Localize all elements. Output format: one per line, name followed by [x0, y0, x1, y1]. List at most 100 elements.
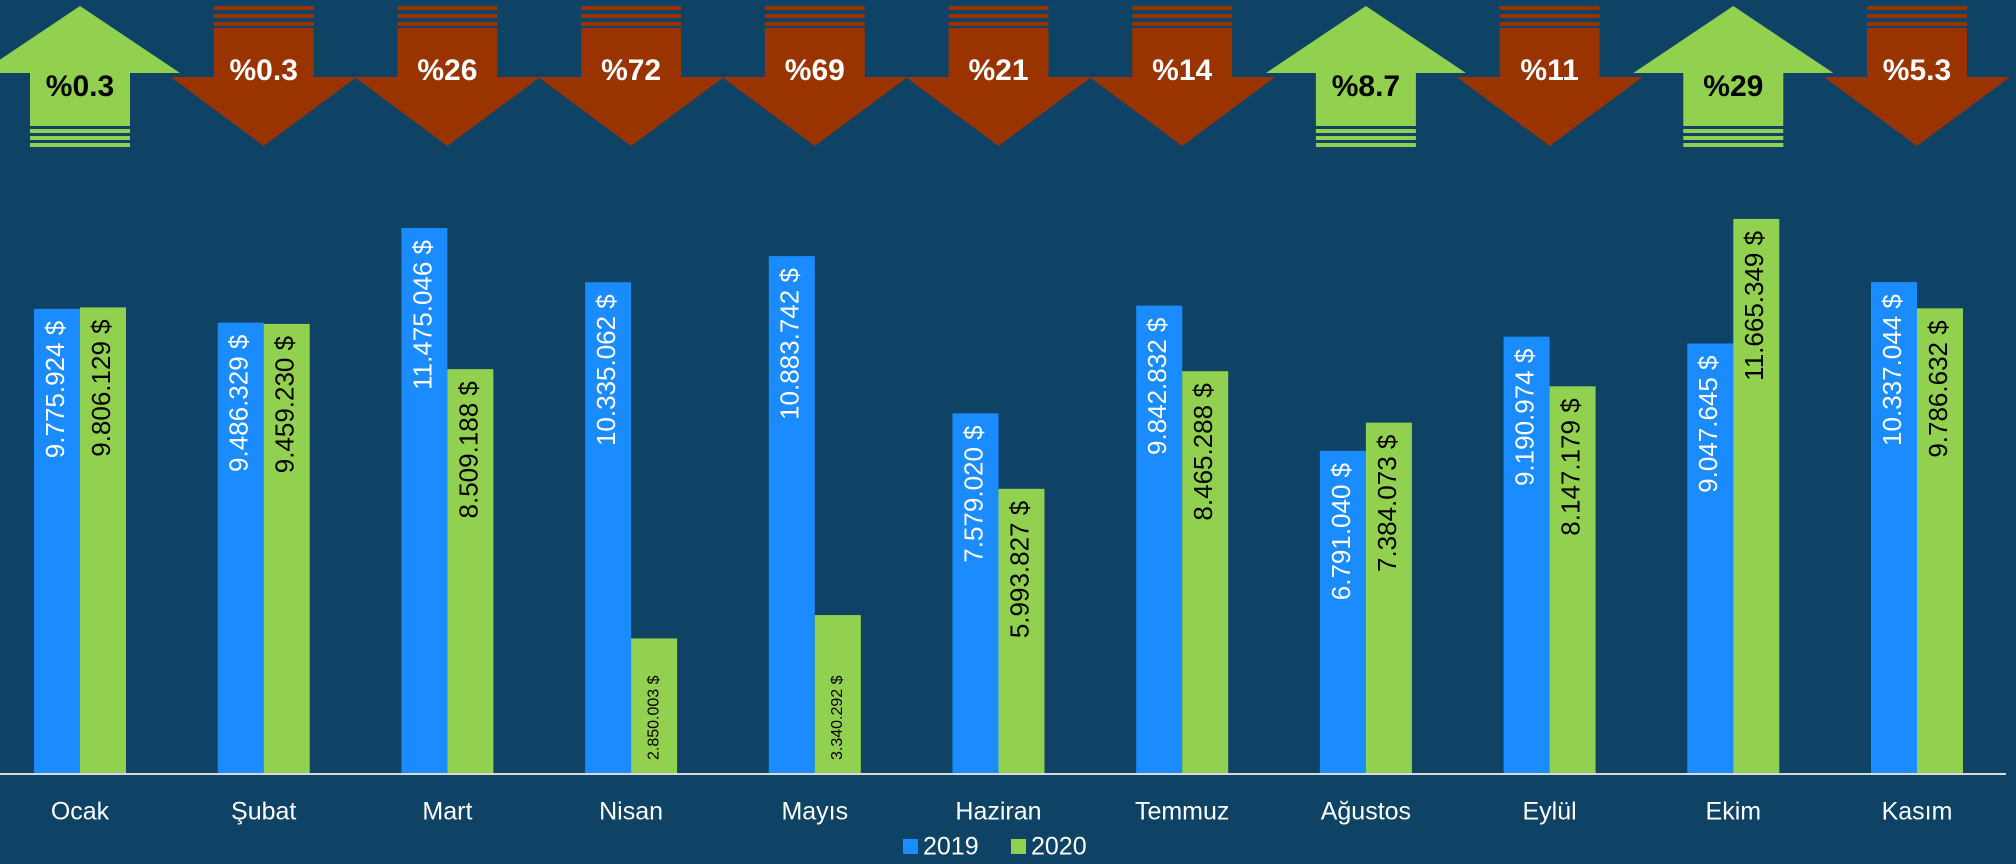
value-label: 6.791.040 $: [1326, 462, 1356, 600]
change-label: %0.3: [230, 54, 298, 87]
bar: [585, 282, 632, 774]
bar: [1871, 282, 1917, 774]
x-tick-label: Mart: [422, 798, 472, 826]
value-label: 10.337.044 $: [1877, 294, 1907, 446]
value-label: 3.340.292 $: [829, 675, 846, 760]
change-label: %69: [785, 54, 845, 87]
arrow-stripe: [1132, 14, 1233, 18]
value-label: 7.579.020 $: [958, 425, 988, 563]
arrow-stripe: [764, 22, 865, 26]
legend-swatch: [1011, 839, 1026, 854]
bar: [998, 488, 1045, 774]
arrow-stripe: [1132, 22, 1233, 26]
value-label: 7.384.073 $: [1372, 434, 1402, 572]
arrow-stripe: [1499, 6, 1600, 10]
change-label: %5.3: [1883, 54, 1951, 87]
arrow-stripe: [213, 6, 314, 10]
x-tick-label: Temmuz: [1135, 798, 1229, 826]
change-arrow: [1265, 6, 1466, 126]
x-tick-label: Nisan: [599, 798, 663, 826]
bar: [1733, 218, 1780, 774]
change-arrow: [170, 28, 357, 146]
bar: [447, 369, 494, 774]
x-tick-label: Şubat: [231, 798, 296, 826]
arrow-stripe: [30, 136, 130, 140]
arrow-stripe: [581, 14, 682, 18]
arrow-stripe: [1315, 143, 1416, 147]
x-tick-label: Ağustos: [1321, 798, 1411, 826]
bar: [1136, 305, 1183, 774]
bar: [952, 413, 999, 774]
change-arrow: [1824, 28, 2010, 146]
value-label: 9.047.645 $: [1693, 355, 1723, 493]
value-label: 9.842.832 $: [1142, 317, 1172, 455]
arrow-stripe: [397, 14, 498, 18]
bar: [1182, 371, 1229, 774]
value-label: 9.806.129 $: [86, 319, 116, 457]
change-arrow: [1089, 28, 1276, 146]
bar: [1917, 308, 1963, 774]
legend-label: 2020: [1031, 833, 1087, 861]
bar: [1365, 422, 1412, 774]
arrow-stripe: [1867, 22, 1967, 26]
arrow-stripe: [397, 6, 498, 10]
arrow-stripe: [1683, 129, 1784, 133]
arrow-stripe: [1867, 14, 1967, 18]
x-tick-label: Ekim: [1706, 798, 1762, 826]
arrow-stripe: [1867, 6, 1967, 10]
x-tick-label: Ocak: [51, 798, 110, 826]
x-tick-label: Eylül: [1523, 798, 1577, 826]
arrow-stripe: [1683, 136, 1784, 140]
legend-label: 2019: [923, 833, 979, 861]
arrow-stripe: [213, 22, 314, 26]
value-label: 8.509.188 $: [453, 381, 483, 519]
arrow-stripe: [948, 14, 1049, 18]
bar: [34, 308, 80, 774]
change-arrow: [0, 6, 180, 126]
change-label: %29: [1703, 70, 1763, 103]
change-arrow: [905, 28, 1092, 146]
value-label: 8.147.179 $: [1555, 398, 1585, 536]
arrow-stripe: [581, 6, 682, 10]
arrow-stripe: [948, 6, 1049, 10]
arrow-stripe: [1132, 6, 1233, 10]
bar: [1549, 386, 1596, 774]
bar: [631, 638, 678, 774]
value-label: 11.665.349 $: [1739, 230, 1769, 380]
bar: [263, 323, 310, 774]
change-arrow: [354, 28, 541, 146]
value-label: 9.486.329 $: [224, 334, 254, 472]
change-label: %72: [601, 54, 661, 87]
change-label: %14: [1152, 54, 1212, 87]
arrow-stripe: [30, 129, 130, 133]
x-tick-label: Kasım: [1882, 798, 1953, 826]
value-label: 10.883.742 $: [775, 268, 805, 420]
change-label: %0.3: [46, 70, 114, 103]
arrow-stripe: [30, 143, 130, 147]
bar: [80, 307, 126, 774]
bar: [768, 256, 815, 775]
arrow-stripe: [1315, 129, 1416, 133]
value-label: 8.465.288 $: [1188, 383, 1218, 521]
change-arrow: [1456, 28, 1643, 146]
arrow-stripe: [1683, 143, 1784, 147]
arrow-stripe: [397, 22, 498, 26]
value-label: 5.993.827 $: [1004, 500, 1034, 638]
change-label: %11: [1520, 54, 1578, 87]
value-label: 9.459.230 $: [270, 335, 300, 473]
value-label: 10.335.062 $: [591, 294, 621, 446]
arrow-stripe: [1315, 136, 1416, 140]
arrow-stripe: [213, 14, 314, 18]
bar: [814, 615, 861, 774]
change-arrow: [721, 28, 908, 146]
value-label: 9.786.632 $: [1923, 320, 1953, 458]
bar: [217, 322, 264, 774]
change-arrow: [538, 28, 725, 146]
x-tick-label: Haziran: [955, 798, 1041, 826]
value-label: 11.475.046 $: [407, 239, 437, 389]
bar: [1687, 343, 1734, 774]
arrow-stripe: [948, 22, 1049, 26]
value-label: 9.775.924 $: [40, 320, 70, 458]
change-label: %26: [417, 54, 477, 87]
